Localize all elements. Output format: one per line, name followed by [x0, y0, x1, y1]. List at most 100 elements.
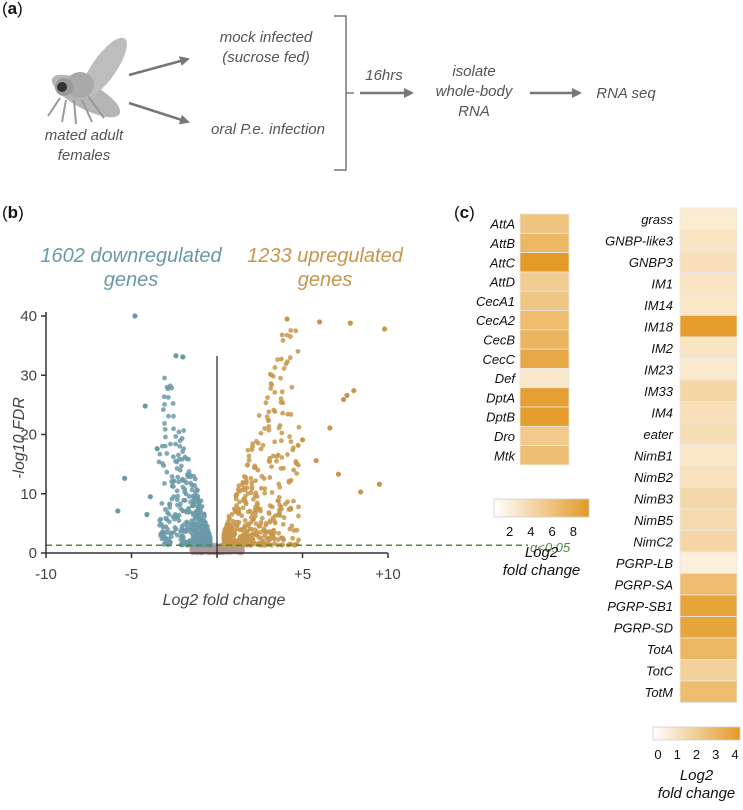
y-tick-label: 20 [20, 427, 37, 444]
downregulated-outlier-point [180, 354, 186, 360]
downregulated-point [169, 479, 174, 484]
upregulated-point [281, 515, 287, 520]
downregulated-point [179, 478, 185, 483]
upregulated-point [239, 536, 245, 541]
upregulated-point [264, 535, 270, 541]
upregulated-point [222, 530, 227, 536]
upregulated-point [257, 506, 263, 512]
heatmap-cell [679, 379, 738, 402]
downregulated-point [175, 502, 180, 508]
upregulated-point [270, 453, 276, 459]
upregulated-point [291, 445, 296, 451]
rnaseq-label: RNA seq [596, 85, 656, 102]
downregulated-point [193, 536, 199, 542]
upregulated-outlier-point [335, 471, 342, 477]
heatmap-cell [679, 573, 738, 596]
upregulated-point [294, 471, 300, 476]
downregulated-point [199, 504, 205, 509]
gene-label: CecA2 [476, 313, 516, 328]
colorbar-tick-label: 3 [712, 747, 719, 762]
downregulated-point [177, 443, 183, 449]
upregulated-point [279, 506, 284, 512]
upregulated-point [288, 412, 294, 417]
upregulated-point [250, 536, 256, 542]
downregulated-point [181, 428, 187, 433]
gene-label: PGRP-SD [614, 620, 673, 635]
upregulated-point [287, 434, 293, 439]
upregulated-point [254, 500, 260, 506]
downregulated-point [163, 515, 169, 521]
upregulated-point [296, 513, 301, 519]
upregulated-point [277, 502, 283, 508]
upregulated-point [295, 348, 301, 354]
nonsignificant-point [231, 549, 237, 555]
heatmap-cell [679, 250, 738, 273]
heatmap-cell [679, 401, 738, 424]
downregulated-point [167, 519, 172, 525]
colorbar-tick-label: 8 [570, 524, 577, 539]
downregulated-point [202, 514, 207, 520]
upregulated-point [258, 520, 264, 525]
downregulated-point [188, 522, 194, 528]
downregulated-point [207, 537, 213, 543]
upregulated-point [279, 332, 285, 338]
upregulated-point [266, 424, 272, 429]
upregulated-point [252, 463, 258, 469]
heatmap-left: AttA AttB AttC AttD CecA1 CecA2 CecB CecC Def Dpt… [476, 213, 590, 579]
heatmap-right: grass GNBP-like3 GNBP3 IM1 IM14 IM18 IM2 IM23 IM… [605, 207, 741, 802]
upregulated-point [266, 427, 272, 433]
upregulated-point [293, 460, 299, 466]
gene-label: CecA1 [476, 294, 515, 309]
gene-label: AttB [489, 236, 515, 251]
downregulated-point [159, 530, 165, 536]
arrow-to-infection [128, 101, 190, 125]
downregulated-point [183, 491, 189, 497]
upregulated-outlier-point [299, 437, 306, 443]
upregulated-point [284, 332, 290, 338]
upregulated-point [245, 521, 251, 527]
downregulated-point [206, 530, 212, 536]
down-annotation-line2: genes [104, 269, 159, 291]
heatmap-cell [519, 348, 570, 369]
upregulated-point [269, 504, 275, 510]
downregulated-point [186, 494, 192, 499]
heatmap-cell [679, 637, 738, 660]
downregulated-point [159, 501, 165, 506]
y-axis-title: -log10 FDR [11, 397, 28, 479]
upregulated-point [249, 486, 255, 492]
upregulated-point [290, 535, 295, 541]
gene-label: IM4 [651, 405, 673, 420]
upregulated-point [257, 540, 262, 546]
gene-label: GNBP-like3 [605, 233, 674, 248]
upregulated-point [277, 423, 283, 428]
gene-label: CecC [482, 352, 515, 367]
upregulated-point [286, 478, 292, 484]
gene-label: NimB1 [634, 448, 673, 463]
upregulated-point [280, 410, 286, 416]
gene-label: AttA [489, 217, 515, 232]
colorbar-tick-label: 4 [527, 524, 534, 539]
heatmap-cell [679, 229, 738, 252]
upregulated-point [266, 409, 272, 415]
upregulated-point [272, 365, 278, 370]
upregulated-point [291, 467, 297, 473]
downregulated-outlier-point [144, 511, 150, 518]
downregulated-point [165, 510, 170, 515]
upregulated-point [269, 382, 275, 388]
heatmap-cell [519, 329, 570, 350]
upregulated-point [293, 328, 299, 334]
heatmap-cell [679, 293, 738, 316]
heatmap-cell [679, 487, 738, 510]
gene-label: TotA [647, 642, 673, 657]
upregulated-point [241, 485, 247, 491]
downregulated-point [163, 530, 169, 535]
downregulated-point [160, 461, 165, 466]
upregulated-point [248, 475, 254, 481]
y-tick-label: 10 [20, 486, 37, 503]
gene-label: Dro [494, 429, 515, 444]
downregulated-point [180, 539, 186, 545]
panel-a-letter: a [8, 0, 18, 18]
upregulated-point [236, 483, 242, 489]
upregulated-point [263, 400, 269, 406]
downregulated-point [156, 459, 162, 465]
